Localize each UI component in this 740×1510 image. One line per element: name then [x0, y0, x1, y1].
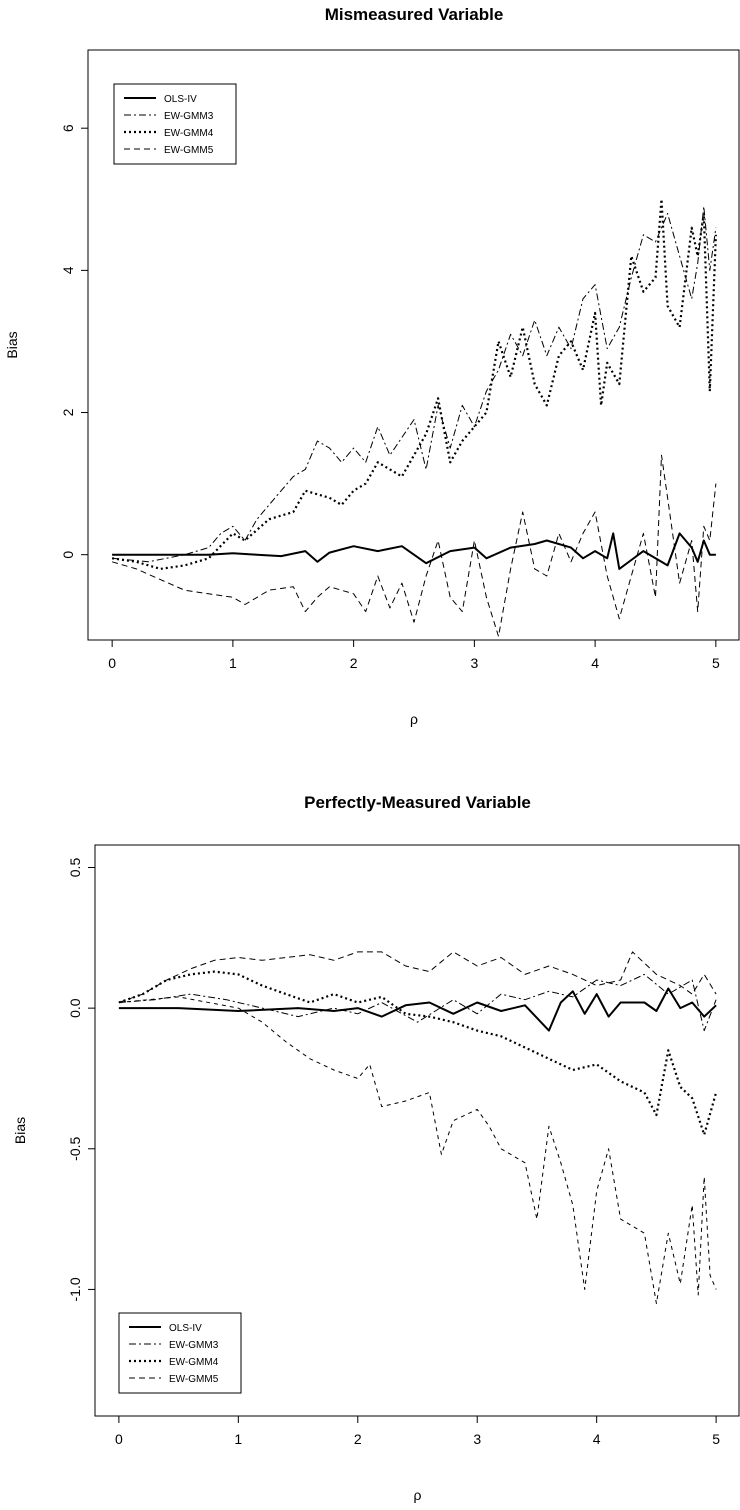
y-tick-label: 4	[60, 266, 76, 274]
x-tick-label: 1	[234, 1431, 242, 1447]
series-group	[118, 951, 718, 1304]
series-line-ols-iv	[118, 987, 717, 1032]
chart-title: Mismeasured Variable	[325, 5, 504, 24]
y-tick-label: 0.0	[67, 998, 83, 1018]
x-tick-label: 3	[473, 1431, 481, 1447]
series-line-ols-iv	[112, 532, 716, 570]
series-group	[111, 198, 717, 637]
y-tick-label: 0.5	[67, 858, 83, 878]
x-tick-label: 3	[470, 655, 478, 671]
y-tick-label: -0.5	[67, 1137, 83, 1161]
y-axis-label: Bias	[12, 1117, 28, 1144]
series-line-ew-gmm5	[111, 454, 717, 637]
legend-label: EW-GMM5	[164, 145, 214, 156]
legend: OLS-IV EW-GMM3 EW-GMM4 EW-GMM5	[118, 1312, 242, 1394]
y-tick-label: 0	[60, 551, 76, 559]
x-tick-label: 5	[712, 655, 720, 671]
y-tick-label: 6	[60, 124, 76, 132]
legend-label: EW-GMM4	[169, 1357, 219, 1368]
x-tick-label: 0	[108, 655, 116, 671]
series-line-ew-gmm3	[112, 205, 717, 563]
y-tick-label: 2	[60, 408, 76, 416]
legend: OLS-IV EW-GMM3 EW-GMM4 EW-GMM5	[113, 83, 237, 165]
series-line-ew-gmm3	[118, 973, 717, 1032]
legend-label: EW-GMM4	[164, 128, 214, 139]
series-line-ew-gmm6	[118, 996, 717, 1304]
chart-1: Mismeasured Variable 0 1 2 3 4 5 0 2 4 6 ρ Bias OLS-I…	[4, 5, 740, 727]
legend-label: EW-GMM5	[169, 1374, 219, 1385]
legend-label: OLS-IV	[169, 1323, 202, 1334]
x-tick-label: 1	[229, 655, 237, 671]
x-axis-label: ρ	[414, 1487, 422, 1503]
x-tick-label: 0	[115, 1431, 123, 1447]
y-tick-label: -1.0	[67, 1277, 83, 1301]
y-axis-label: Bias	[4, 331, 20, 358]
legend-label: EW-GMM3	[169, 1340, 219, 1351]
chart-title: Perfectly-Measured Variable	[304, 793, 531, 812]
chart-2: Perfectly-Measured Variable 0 1 2 3 4 5 0.5 0.0 -…	[12, 793, 740, 1503]
series-line-ew-gmm4	[118, 970, 718, 1136]
x-tick-label: 2	[354, 1431, 362, 1447]
x-tick-label: 5	[712, 1431, 720, 1447]
series-line-ew-gmm4	[111, 198, 717, 570]
x-tick-label: 2	[350, 655, 358, 671]
legend-label: EW-GMM3	[164, 111, 214, 122]
x-tick-label: 4	[593, 1431, 601, 1447]
legend-label: OLS-IV	[164, 94, 197, 105]
series-line-ew-gmm5	[118, 951, 717, 1003]
x-axis-label: ρ	[410, 711, 418, 727]
x-tick-label: 4	[591, 655, 599, 671]
